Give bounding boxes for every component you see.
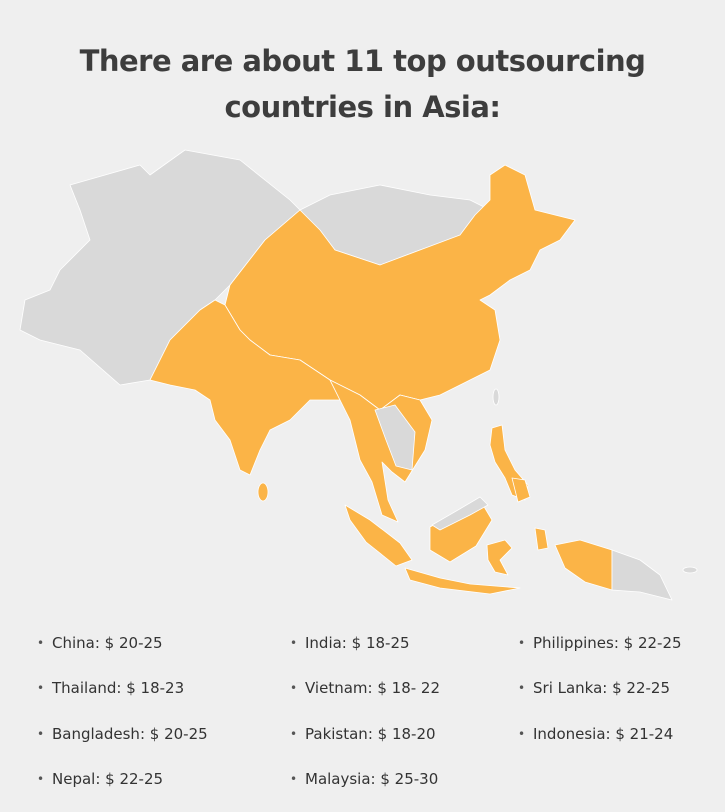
- region-southeast-asia: [329, 379, 433, 523]
- rate-item: Thailand: $ 18-23: [37, 675, 208, 720]
- title: There are about 11 top outsourcing count…: [0, 38, 725, 130]
- region-sulawesi: [486, 539, 513, 576]
- rate-item: Malaysia: $ 25-30: [290, 766, 440, 811]
- title-line: countries in Asia:: [224, 90, 501, 124]
- rate-item: India: $ 18-25: [290, 630, 440, 675]
- region-java: [404, 567, 521, 595]
- rate-list: China: $ 20-25 Thailand: $ 18-23 Banglad…: [37, 630, 208, 811]
- asia-map: [19, 149, 698, 601]
- rate-item: Nepal: $ 22-25: [37, 766, 208, 811]
- rate-item: Philippines: $ 22-25: [518, 630, 682, 675]
- region-papua: [554, 539, 613, 591]
- rate-item: Vietnam: $ 18- 22: [290, 675, 440, 720]
- region-gray: [682, 566, 698, 574]
- region-sumatra: [344, 504, 413, 567]
- region-maluku: [534, 527, 549, 551]
- region-sri-lanka: [257, 482, 269, 502]
- region-gray: [611, 549, 673, 601]
- region-south-asia: [149, 299, 341, 476]
- region-gray: [431, 496, 489, 531]
- rate-item: Pakistan: $ 18-20: [290, 721, 440, 766]
- title-line: There are about 11 top outsourcing: [79, 44, 646, 78]
- rate-item: Sri Lanka: $ 22-25: [518, 675, 682, 720]
- rate-item: Indonesia: $ 21-24: [518, 721, 682, 766]
- region-philippines: [511, 477, 531, 503]
- rate-item: Bangladesh: $ 20-25: [37, 721, 208, 766]
- region-gray: [374, 404, 416, 471]
- rate-list: India: $ 18-25 Vietnam: $ 18- 22 Pakista…: [290, 630, 440, 811]
- region-gray: [492, 388, 500, 406]
- rate-item: China: $ 20-25: [37, 630, 208, 675]
- rate-list: Philippines: $ 22-25 Sri Lanka: $ 22-25 …: [518, 630, 682, 766]
